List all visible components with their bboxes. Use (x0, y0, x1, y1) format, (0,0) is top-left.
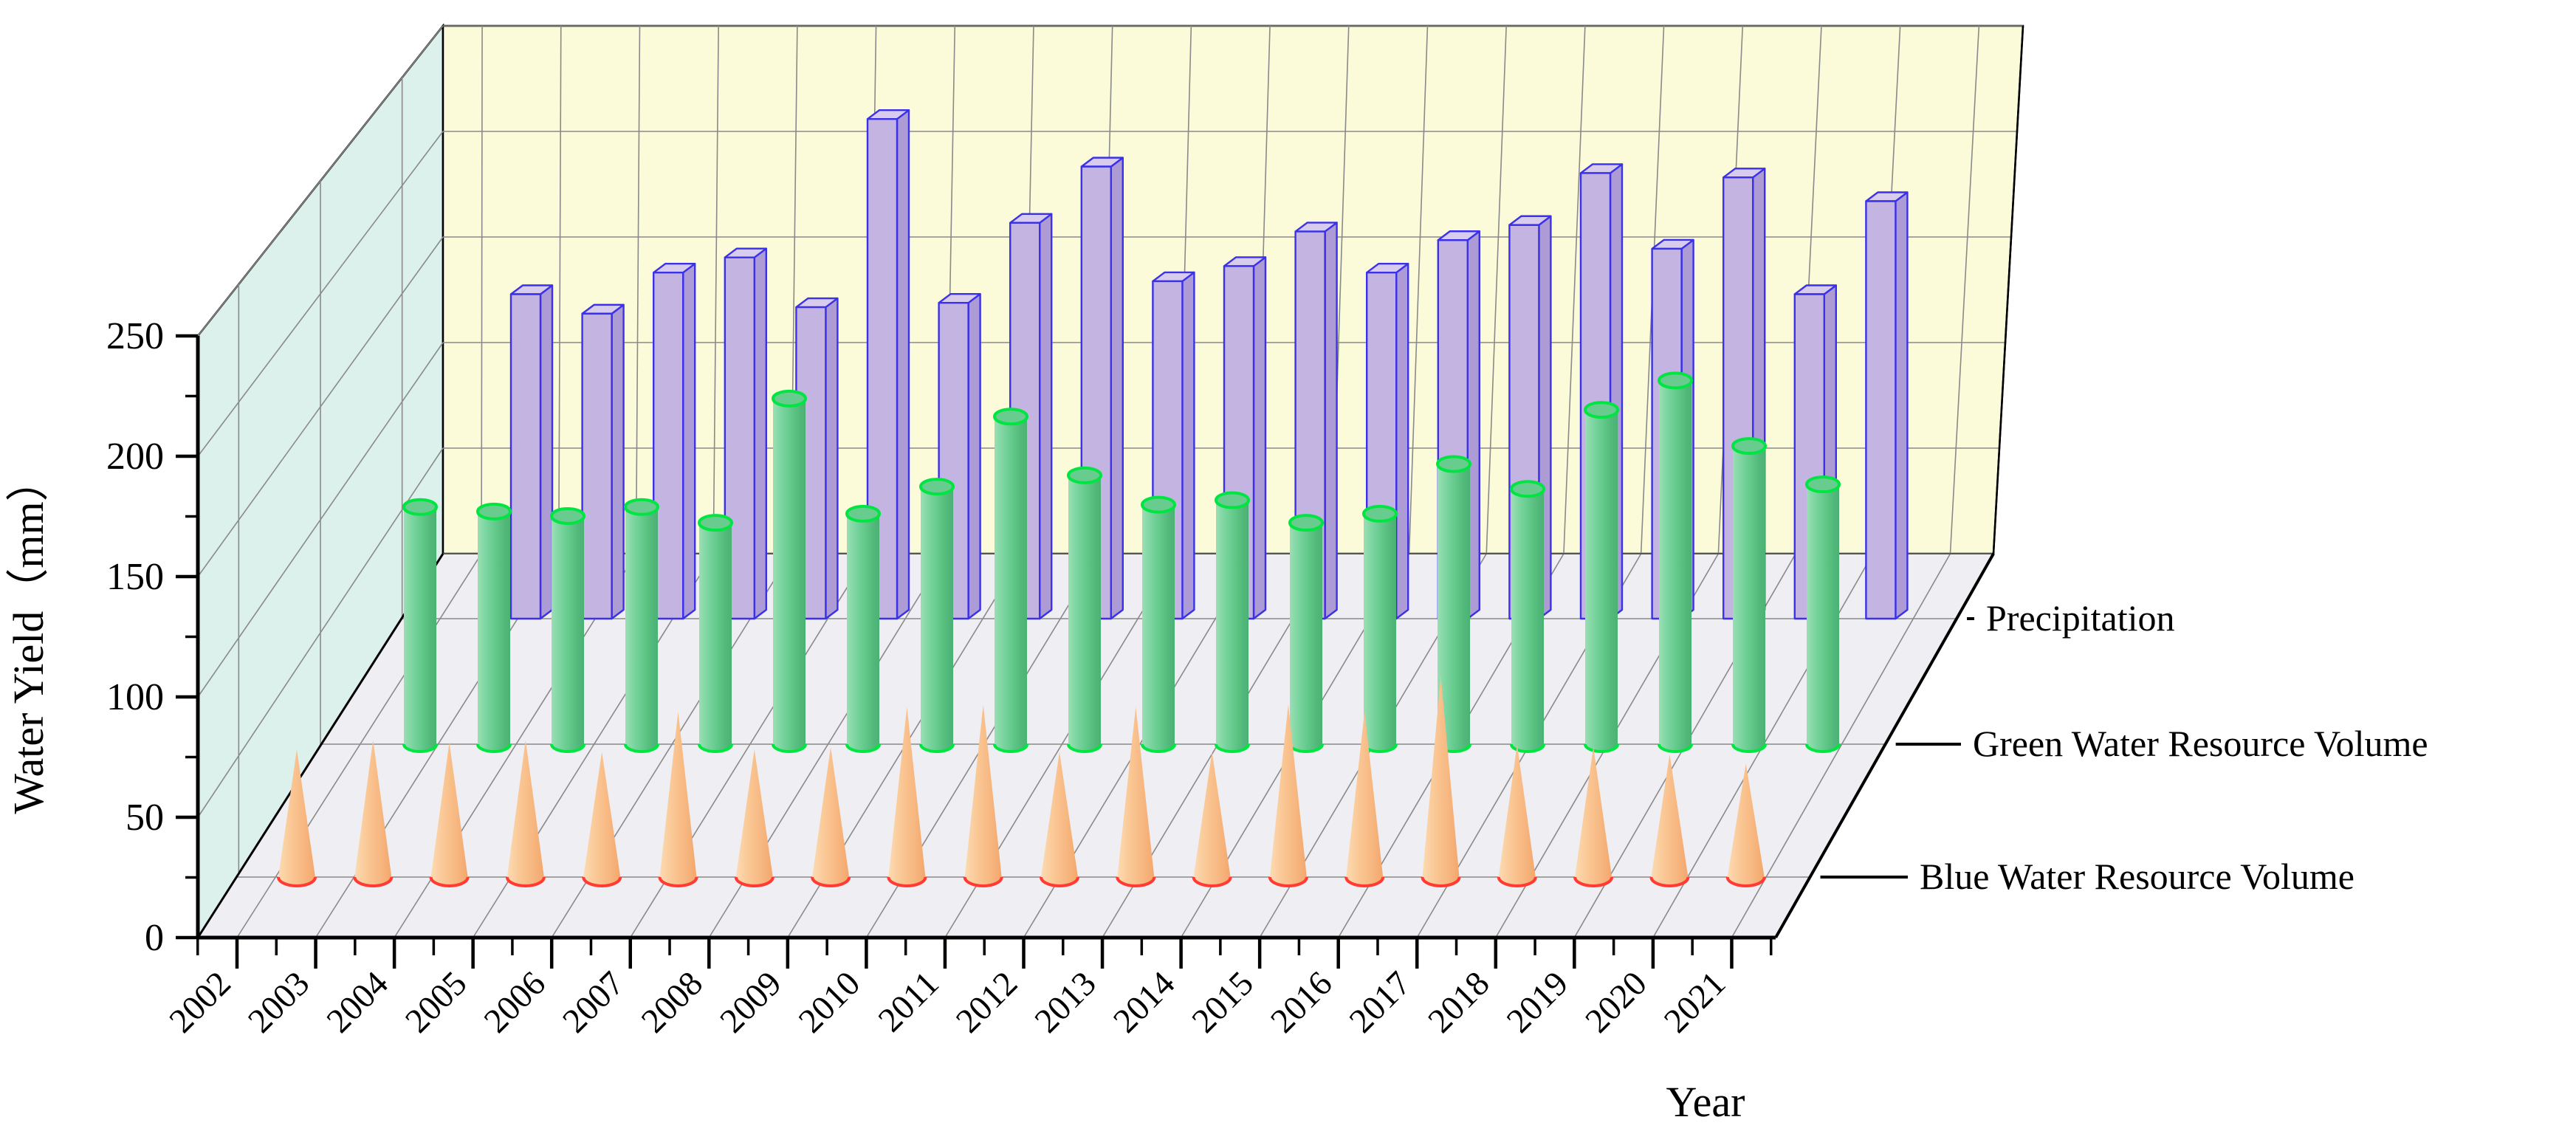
series-cone (277, 676, 1766, 887)
x-tick-label: 2007 (555, 964, 631, 1040)
cylinder-green-water-2002 (402, 498, 438, 753)
cylinder-green-water-2013 (1215, 491, 1250, 753)
cylinder-green-water-2012 (1141, 495, 1176, 753)
x-tick-label: 2004 (320, 964, 396, 1040)
x-tick-label: 2008 (634, 964, 710, 1040)
cylinder-green-water-2008 (845, 504, 881, 753)
x-tick-label: 2014 (1106, 964, 1182, 1040)
cone-blue-water-2016 (1344, 712, 1385, 887)
x-tick-label: 2006 (477, 964, 553, 1040)
x-tick-label: 2018 (1421, 964, 1497, 1040)
y-tick-label: 150 (106, 556, 164, 598)
y-tick-label: 100 (106, 676, 164, 718)
bar-precipitation-2003 (581, 303, 625, 620)
series-label: Green Water Resource Volume (1973, 723, 2428, 764)
cone-blue-water-2006 (582, 752, 622, 887)
x-tick-label: 2003 (241, 964, 317, 1040)
cone-blue-water-2017 (1421, 676, 1461, 887)
y-tick-label: 250 (106, 315, 164, 357)
x-tick-label: 2016 (1263, 964, 1339, 1040)
bar-precipitation-2005 (724, 247, 768, 620)
cone-blue-water-2004 (429, 742, 470, 887)
x-tick-label: 2005 (398, 964, 474, 1040)
x-tick-label: 2013 (1028, 964, 1104, 1040)
cone-blue-water-2011 (963, 704, 1003, 887)
cylinder-green-water-2009 (919, 478, 955, 753)
cylinder-green-water-2004 (550, 506, 585, 753)
bar-precipitation-2004 (653, 263, 696, 620)
bar-precipitation-2002 (509, 284, 554, 620)
series-label: Precipitation (1986, 597, 2175, 639)
cone-blue-water-2008 (734, 749, 774, 887)
x-tick-label: 2020 (1578, 964, 1654, 1040)
x-axis-title: Year (1666, 1078, 1745, 1126)
series-cylinder (402, 371, 1841, 753)
cylinder-green-water-2011 (1067, 466, 1102, 753)
cone-blue-water-2003 (353, 740, 394, 887)
cone-blue-water-2013 (1116, 707, 1156, 887)
x-tick-label: 2011 (871, 964, 947, 1039)
x-tick-label: 2021 (1657, 964, 1733, 1040)
cylinder-green-water-2014 (1288, 514, 1324, 753)
cone-blue-water-2007 (658, 712, 698, 887)
y-axis-title: Water Yield（mm） (4, 458, 52, 814)
cone-blue-water-2009 (811, 747, 851, 887)
cone-blue-water-2015 (1268, 704, 1308, 887)
cylinder-green-water-2017 (1510, 480, 1545, 753)
cylinder-green-water-2007 (772, 389, 807, 753)
cylinder-green-water-2021 (1805, 475, 1841, 753)
cone-blue-water-2002 (277, 749, 317, 887)
x-tick-label: 2009 (712, 964, 789, 1040)
cylinder-green-water-2006 (698, 514, 733, 753)
cylinder-green-water-2015 (1362, 504, 1398, 753)
y-tick-label: 200 (106, 436, 164, 478)
x-tick-label: 2019 (1500, 964, 1576, 1040)
cone-blue-water-2014 (1192, 752, 1232, 887)
cone-blue-water-2018 (1497, 744, 1537, 887)
x-tick-label: 2017 (1342, 964, 1418, 1040)
cylinder-green-water-2019 (1658, 371, 1693, 753)
cylinder-green-water-2005 (624, 498, 659, 753)
cone-blue-water-2012 (1040, 752, 1079, 887)
cylinder-green-water-2003 (476, 502, 512, 753)
tick-marks (176, 334, 1974, 969)
series-label: Blue Water Resource Volume (1920, 856, 2355, 897)
cone-blue-water-2019 (1573, 747, 1614, 887)
bar-precipitation-2021 (1865, 191, 1909, 620)
cone-blue-water-2010 (887, 707, 927, 887)
x-tick-label: 2015 (1185, 964, 1261, 1040)
cylinder-green-water-2018 (1584, 401, 1619, 753)
x-tick-label: 2002 (162, 964, 238, 1040)
x-tick-label: 2010 (791, 964, 868, 1040)
cylinder-green-water-2020 (1731, 437, 1767, 753)
y-tick-label: 50 (126, 797, 164, 839)
cone-blue-water-2005 (505, 740, 546, 887)
cone-blue-water-2020 (1649, 754, 1690, 887)
cylinder-green-water-2010 (993, 408, 1028, 753)
cone-blue-water-2021 (1725, 763, 1766, 887)
y-tick-label: 0 (145, 917, 164, 959)
x-tick-label: 2012 (949, 964, 1025, 1040)
